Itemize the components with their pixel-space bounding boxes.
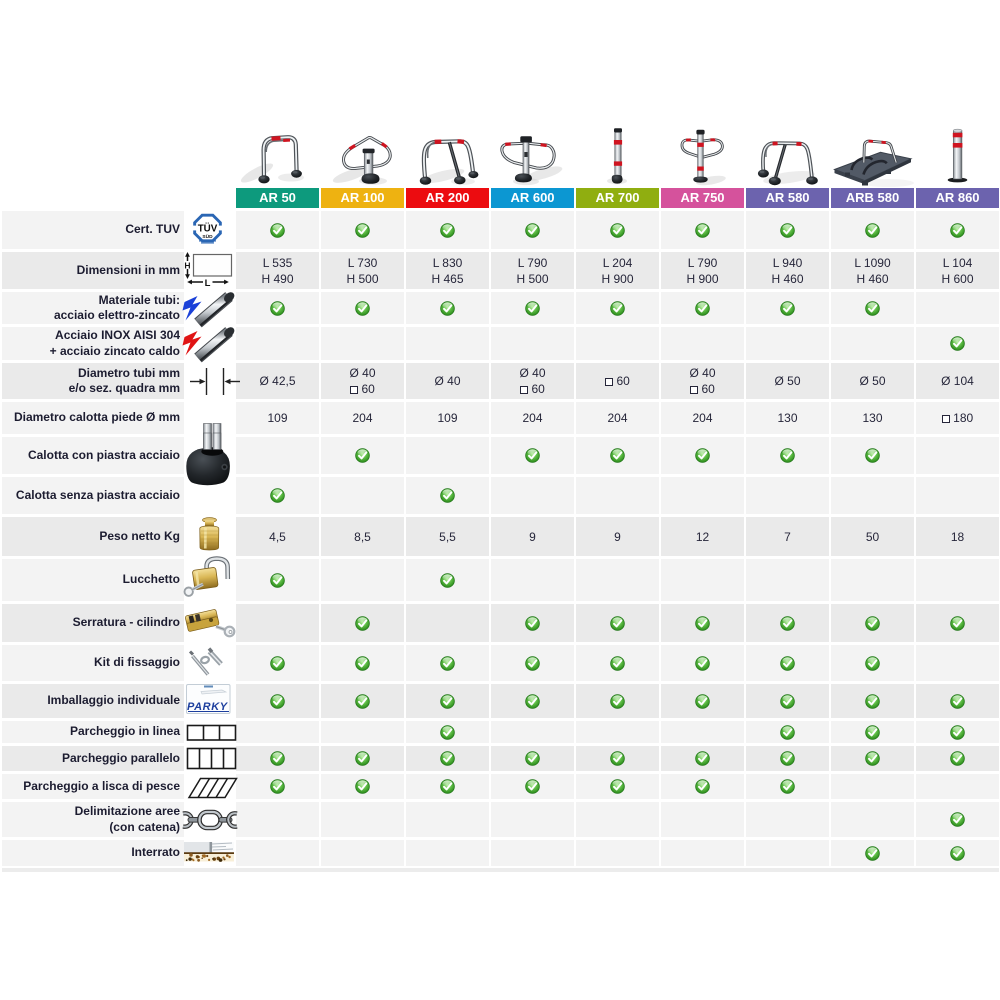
svg-text:TÜV: TÜV [198, 224, 218, 235]
svg-text:H: H [184, 260, 190, 270]
svg-text:L: L [205, 278, 211, 289]
svg-text:PARKY: PARKY [187, 701, 229, 713]
svg-text:SÜD: SÜD [202, 233, 213, 240]
